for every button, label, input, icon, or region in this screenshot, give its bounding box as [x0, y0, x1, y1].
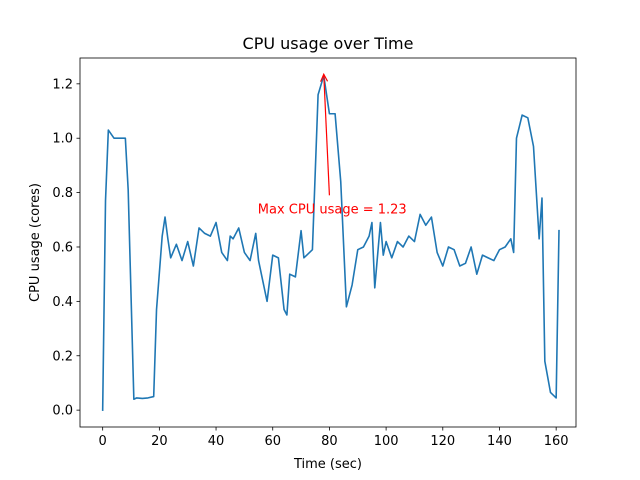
- y-tick-label: 1.0: [52, 132, 73, 147]
- x-axis-ticks: 0 20 40 60 80 100 120 140 160: [99, 427, 569, 449]
- y-tick-label: 1.2: [52, 77, 73, 92]
- x-tick-label: 0: [99, 434, 107, 449]
- x-tick-label: 80: [321, 434, 338, 449]
- x-tick-label: 40: [208, 434, 225, 449]
- annotation-text: Max CPU usage = 1.23: [258, 202, 407, 217]
- y-axis-label: CPU usage (cores): [28, 183, 43, 302]
- plot-area: [80, 58, 576, 427]
- x-tick-label: 160: [544, 434, 569, 449]
- y-tick-label: 0.8: [52, 186, 73, 201]
- annotation-arrow-head: [320, 72, 329, 82]
- chart-title: CPU usage over Time: [243, 34, 414, 53]
- x-tick-label: 20: [151, 434, 168, 449]
- y-axis-ticks: 0.0 0.2 0.4 0.6 0.8 1.0 1.2: [52, 77, 80, 419]
- x-axis-label: Time (sec): [293, 457, 362, 472]
- y-tick-label: 0.4: [52, 295, 73, 310]
- annotation-arrow-line: [323, 74, 331, 196]
- y-tick-label: 0.6: [52, 240, 73, 255]
- y-tick-label: 0.2: [52, 349, 73, 364]
- max-annotation: Max CPU usage = 1.23: [258, 72, 407, 217]
- plot-frame: [79, 57, 577, 428]
- x-tick-label: 120: [430, 434, 455, 449]
- y-tick-label: 0.0: [52, 404, 73, 419]
- x-tick-label: 140: [487, 434, 512, 449]
- x-tick-label: 100: [374, 434, 399, 449]
- x-tick-label: 60: [264, 434, 281, 449]
- cpu-usage-line: [101, 74, 560, 411]
